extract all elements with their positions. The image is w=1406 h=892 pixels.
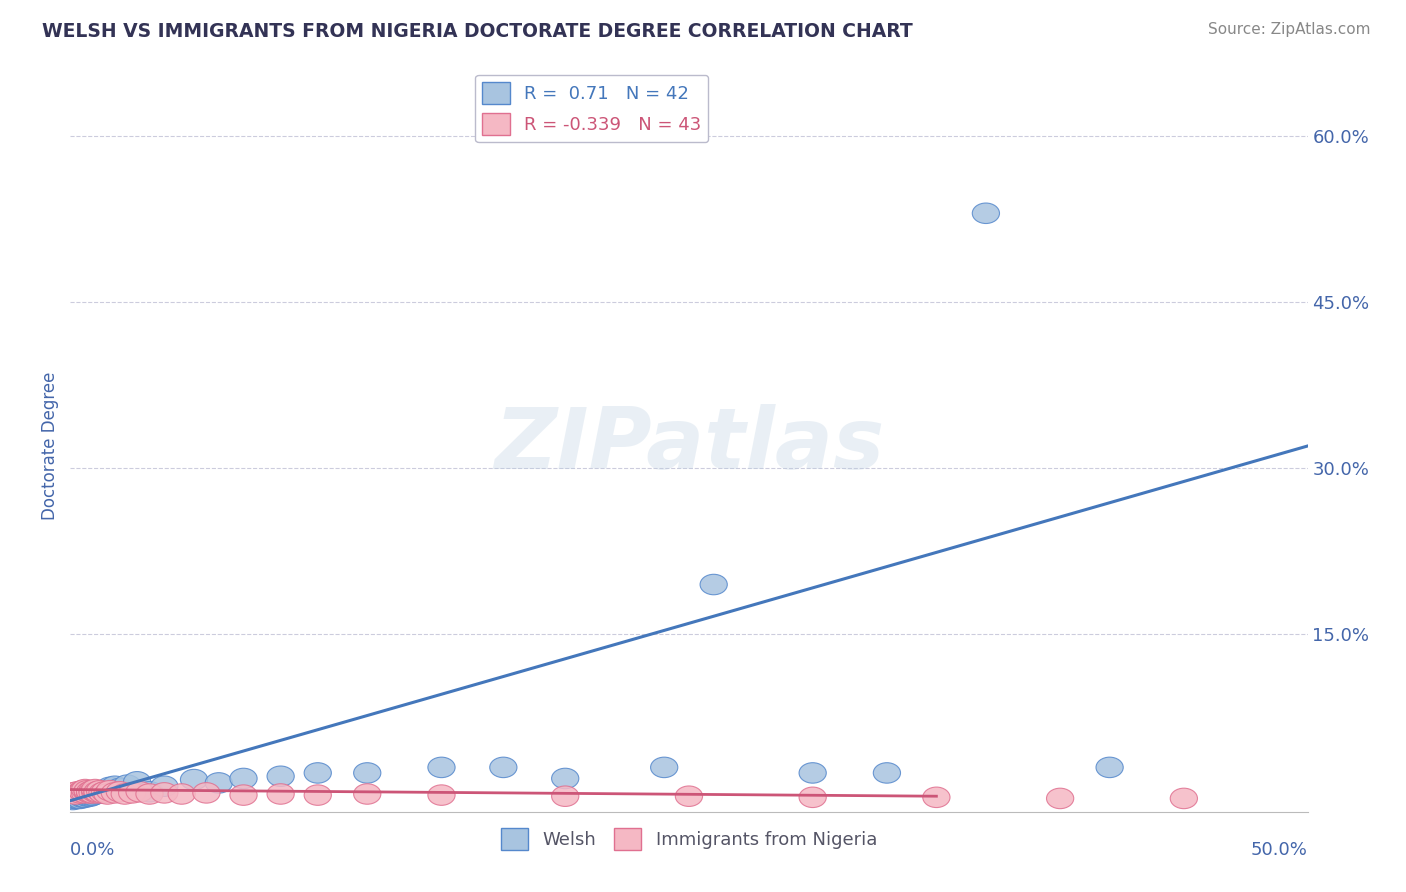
Ellipse shape [84,782,111,803]
Ellipse shape [551,786,579,806]
Ellipse shape [86,780,114,801]
Text: ZIPatlas: ZIPatlas [494,404,884,488]
Text: 0.0%: 0.0% [70,841,115,859]
Ellipse shape [69,781,96,802]
Ellipse shape [62,784,89,805]
Ellipse shape [82,780,108,800]
Ellipse shape [150,776,179,797]
Ellipse shape [72,782,98,803]
Ellipse shape [69,786,96,806]
Ellipse shape [76,786,104,806]
Ellipse shape [79,785,107,805]
Ellipse shape [973,203,1000,224]
Ellipse shape [66,782,94,803]
Ellipse shape [700,574,727,595]
Ellipse shape [65,789,91,809]
Ellipse shape [72,785,98,805]
Ellipse shape [873,763,900,783]
Ellipse shape [69,780,96,801]
Ellipse shape [86,781,114,802]
Ellipse shape [72,787,98,807]
Ellipse shape [101,782,128,803]
Ellipse shape [76,782,104,803]
Ellipse shape [82,784,108,805]
Ellipse shape [799,763,827,783]
Ellipse shape [89,782,117,803]
Ellipse shape [427,757,456,778]
Ellipse shape [1097,757,1123,778]
Ellipse shape [489,757,517,778]
Ellipse shape [799,787,827,807]
Ellipse shape [84,782,111,803]
Ellipse shape [62,789,89,809]
Ellipse shape [651,757,678,778]
Ellipse shape [1046,789,1074,809]
Ellipse shape [75,781,101,802]
Ellipse shape [231,768,257,789]
Ellipse shape [59,782,86,803]
Ellipse shape [66,789,94,809]
Ellipse shape [136,781,163,802]
Ellipse shape [304,785,332,805]
Ellipse shape [84,781,111,802]
Ellipse shape [107,778,134,798]
Ellipse shape [107,781,134,802]
Ellipse shape [551,768,579,789]
Ellipse shape [75,786,101,806]
Ellipse shape [354,784,381,805]
Ellipse shape [96,780,124,801]
Ellipse shape [118,782,146,803]
Ellipse shape [169,784,195,805]
Ellipse shape [89,780,117,801]
Ellipse shape [267,766,294,787]
Ellipse shape [150,782,179,803]
Ellipse shape [79,782,107,803]
Legend: Welsh, Immigrants from Nigeria: Welsh, Immigrants from Nigeria [494,821,884,857]
Text: 50.0%: 50.0% [1251,841,1308,859]
Ellipse shape [75,780,101,801]
Ellipse shape [69,787,96,807]
Ellipse shape [193,782,219,803]
Ellipse shape [94,784,121,805]
Ellipse shape [76,785,104,805]
Ellipse shape [76,781,104,802]
Ellipse shape [114,775,141,796]
Text: WELSH VS IMMIGRANTS FROM NIGERIA DOCTORATE DEGREE CORRELATION CHART: WELSH VS IMMIGRANTS FROM NIGERIA DOCTORA… [42,22,912,41]
Ellipse shape [111,784,138,805]
Ellipse shape [354,763,381,783]
Ellipse shape [180,769,208,789]
Ellipse shape [1170,789,1198,809]
Ellipse shape [124,772,150,792]
Ellipse shape [231,785,257,805]
Ellipse shape [922,787,950,807]
Ellipse shape [304,763,332,783]
Ellipse shape [91,781,118,802]
Ellipse shape [66,787,94,807]
Ellipse shape [62,789,89,809]
Ellipse shape [101,776,128,797]
Ellipse shape [65,787,91,807]
Ellipse shape [136,784,163,805]
Text: Source: ZipAtlas.com: Source: ZipAtlas.com [1208,22,1371,37]
Ellipse shape [72,780,98,800]
Ellipse shape [65,781,91,802]
Ellipse shape [82,781,108,802]
Ellipse shape [94,780,121,800]
Y-axis label: Doctorate Degree: Doctorate Degree [41,372,59,520]
Ellipse shape [127,781,153,802]
Ellipse shape [675,786,703,806]
Ellipse shape [96,777,124,797]
Ellipse shape [59,789,86,810]
Ellipse shape [79,780,107,801]
Ellipse shape [427,785,456,805]
Ellipse shape [205,772,232,793]
Ellipse shape [267,784,294,805]
